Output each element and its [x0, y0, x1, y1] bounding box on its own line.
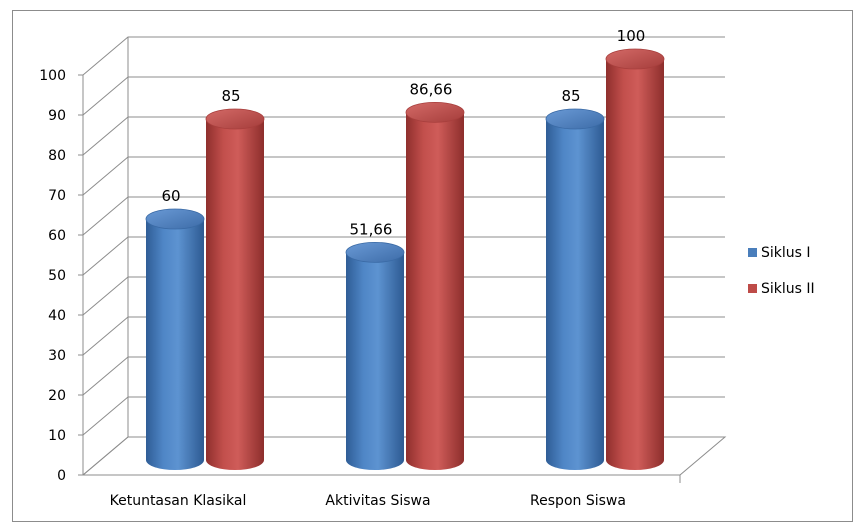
gridline — [82, 116, 725, 156]
y-tick-label: 90 — [48, 108, 66, 124]
bar-top — [405, 101, 465, 123]
bar-siklus-i — [345, 241, 405, 470]
gridline — [82, 396, 725, 436]
y-tick-label: 20 — [48, 388, 66, 404]
y-axis-ticks: 0 10 20 30 40 50 60 70 80 90 100 — [39, 68, 66, 484]
chart-frame — [12, 10, 853, 522]
bar-siklus-i — [145, 208, 205, 470]
y-tick-label: 30 — [48, 348, 66, 364]
gridline — [82, 76, 725, 116]
gridline — [82, 196, 725, 236]
gridline — [82, 276, 725, 316]
y-tick-label: 80 — [48, 148, 66, 164]
y-tick-label: 50 — [48, 268, 66, 284]
y-tick-label: 40 — [48, 308, 66, 324]
data-label: 60 — [161, 187, 180, 205]
bar-siklus-ii — [205, 108, 265, 470]
bar-body — [346, 252, 404, 470]
bar-body — [606, 59, 664, 470]
category-label: Aktivitas Siswa — [325, 493, 430, 509]
legend-swatch — [748, 248, 757, 257]
gridline — [82, 316, 725, 356]
gridlines — [78, 36, 727, 483]
bar-body — [406, 112, 464, 471]
bar-top — [545, 108, 605, 130]
bar-body — [206, 119, 264, 470]
data-label: 85 — [561, 87, 580, 105]
x-axis-categories: Ketuntasan Klasikal Aktivitas Siswa Respon… — [110, 493, 626, 509]
gridline — [82, 156, 725, 196]
bar-body — [546, 119, 604, 470]
data-label: 100 — [617, 27, 646, 45]
bars — [145, 48, 665, 471]
gridline — [82, 356, 725, 396]
floor-outline — [82, 436, 727, 476]
data-label: 85 — [221, 87, 240, 105]
legend-swatch — [748, 284, 757, 293]
data-labels: 60 85 51,66 86,66 85 100 — [161, 27, 645, 238]
y-tick-label: 70 — [48, 188, 66, 204]
category-label: Respon Siswa — [530, 493, 626, 509]
gridline — [82, 236, 725, 276]
bar-siklus-ii — [605, 48, 665, 470]
bar-body — [146, 219, 204, 470]
y-tick-label: 60 — [48, 228, 66, 244]
bar-top — [605, 48, 665, 70]
legend: Siklus I Siklus II — [748, 245, 815, 297]
y-tick-label: 100 — [39, 68, 66, 84]
bar-siklus-ii — [405, 101, 465, 471]
legend-label: Siklus I — [761, 245, 811, 261]
bar-siklus-i — [545, 108, 605, 470]
bar-top — [145, 208, 205, 230]
category-label: Ketuntasan Klasikal — [110, 493, 247, 509]
legend-label: Siklus II — [761, 281, 815, 297]
data-label: 86,66 — [410, 80, 453, 98]
bar-top — [345, 241, 405, 263]
y-tick-label: 10 — [48, 428, 66, 444]
y-tick-label: 0 — [57, 468, 66, 484]
bar-top — [205, 108, 265, 130]
gridline — [82, 36, 725, 76]
data-label: 51,66 — [350, 220, 393, 238]
